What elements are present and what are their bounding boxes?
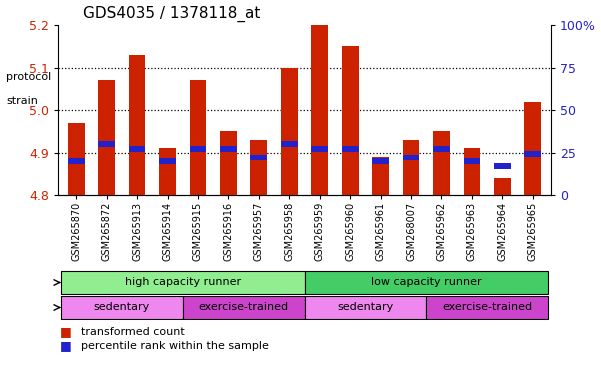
Bar bbox=[99, 141, 115, 147]
Bar bbox=[251, 155, 267, 161]
Bar bbox=[281, 68, 297, 195]
Bar bbox=[305, 296, 426, 319]
Text: exercise-trained: exercise-trained bbox=[442, 302, 532, 312]
Bar bbox=[99, 80, 115, 195]
Bar bbox=[305, 271, 548, 294]
Bar bbox=[281, 141, 297, 147]
Bar bbox=[129, 146, 145, 152]
Bar bbox=[190, 146, 206, 152]
Bar bbox=[220, 146, 237, 152]
Bar bbox=[403, 155, 419, 161]
Bar bbox=[524, 151, 541, 157]
Text: percentile rank within the sample: percentile rank within the sample bbox=[81, 341, 269, 351]
Bar bbox=[494, 163, 511, 169]
Bar bbox=[433, 131, 450, 195]
Bar bbox=[68, 158, 85, 164]
Bar bbox=[426, 296, 548, 319]
Text: exercise-trained: exercise-trained bbox=[198, 302, 288, 312]
Text: GDS4035 / 1378118_at: GDS4035 / 1378118_at bbox=[83, 6, 260, 22]
Text: protocol: protocol bbox=[6, 71, 51, 81]
Bar bbox=[311, 146, 328, 152]
Bar bbox=[190, 80, 206, 195]
Text: low capacity runner: low capacity runner bbox=[371, 277, 481, 287]
Bar bbox=[61, 271, 305, 294]
Text: strain: strain bbox=[6, 96, 38, 106]
Bar bbox=[61, 296, 183, 319]
Text: sedentary: sedentary bbox=[94, 302, 150, 312]
Bar bbox=[159, 148, 176, 195]
Text: transformed count: transformed count bbox=[81, 327, 185, 337]
Bar bbox=[129, 55, 145, 195]
Bar bbox=[524, 101, 541, 195]
Bar bbox=[220, 131, 237, 195]
Bar bbox=[183, 296, 305, 319]
Bar bbox=[494, 178, 511, 195]
Bar bbox=[463, 158, 480, 164]
Bar bbox=[159, 158, 176, 164]
Bar bbox=[433, 146, 450, 152]
Text: high capacity runner: high capacity runner bbox=[125, 277, 241, 287]
Text: sedentary: sedentary bbox=[337, 302, 394, 312]
Bar bbox=[311, 25, 328, 195]
Bar bbox=[342, 46, 359, 195]
Bar bbox=[68, 123, 85, 195]
Bar bbox=[251, 140, 267, 195]
Bar bbox=[372, 157, 389, 195]
Bar bbox=[342, 146, 359, 152]
Bar bbox=[403, 140, 419, 195]
Bar bbox=[372, 158, 389, 164]
Text: ■: ■ bbox=[60, 326, 72, 339]
Bar bbox=[463, 148, 480, 195]
Text: ■: ■ bbox=[60, 339, 72, 353]
